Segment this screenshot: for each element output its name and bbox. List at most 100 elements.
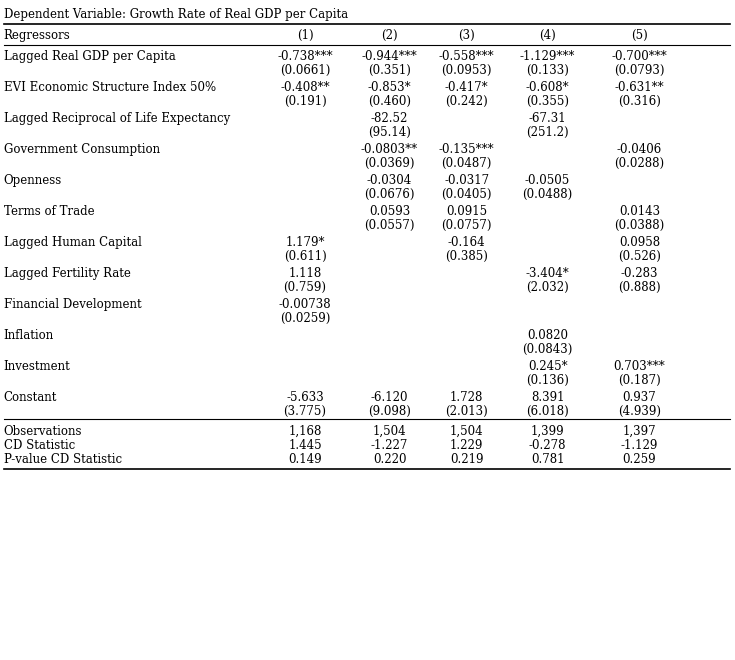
Text: 0.781: 0.781 — [531, 453, 564, 466]
Text: -0.0317: -0.0317 — [444, 174, 490, 187]
Text: -0.700***: -0.700*** — [612, 50, 667, 63]
Text: 0.0143: 0.0143 — [619, 205, 660, 218]
Text: 1.179*: 1.179* — [285, 236, 325, 249]
Text: (0.888): (0.888) — [618, 281, 661, 294]
Text: (0.0793): (0.0793) — [614, 64, 664, 77]
Text: (0.0259): (0.0259) — [280, 312, 330, 325]
Text: Openness: Openness — [4, 174, 62, 187]
Text: (1): (1) — [297, 29, 313, 42]
Text: 0.245*: 0.245* — [528, 360, 567, 373]
Text: (0.0388): (0.0388) — [614, 219, 664, 232]
Text: Dependent Variable: Growth Rate of Real GDP per Capita: Dependent Variable: Growth Rate of Real … — [4, 8, 348, 21]
Text: Lagged Fertility Rate: Lagged Fertility Rate — [4, 267, 131, 280]
Text: 1.118: 1.118 — [288, 267, 322, 280]
Text: (0.0676): (0.0676) — [365, 188, 415, 201]
Text: -0.164: -0.164 — [448, 236, 486, 249]
Text: 8.391: 8.391 — [531, 391, 564, 404]
Text: -0.944***: -0.944*** — [362, 50, 417, 63]
Text: 0.219: 0.219 — [450, 453, 484, 466]
Text: -0.631**: -0.631** — [614, 81, 664, 94]
Text: -5.633: -5.633 — [286, 391, 324, 404]
Text: -0.0803**: -0.0803** — [361, 143, 418, 156]
Text: 1,397: 1,397 — [623, 425, 656, 438]
Text: Inflation: Inflation — [4, 329, 54, 342]
Text: (0.526): (0.526) — [618, 250, 661, 263]
Text: -0.738***: -0.738*** — [277, 50, 333, 63]
Text: Government Consumption: Government Consumption — [4, 143, 159, 156]
Text: -0.00738: -0.00738 — [279, 298, 331, 311]
Text: (0.0487): (0.0487) — [442, 157, 492, 170]
Text: -67.31: -67.31 — [528, 112, 567, 125]
Text: (0.611): (0.611) — [284, 250, 326, 263]
Text: -0.135***: -0.135*** — [439, 143, 495, 156]
Text: 0.0593: 0.0593 — [369, 205, 410, 218]
Text: -0.558***: -0.558*** — [439, 50, 495, 63]
Text: 0.0915: 0.0915 — [446, 205, 487, 218]
Text: Terms of Trade: Terms of Trade — [4, 205, 94, 218]
Text: -0.0406: -0.0406 — [617, 143, 662, 156]
Text: 0.149: 0.149 — [288, 453, 322, 466]
Text: (0.460): (0.460) — [368, 95, 411, 108]
Text: (0.0369): (0.0369) — [365, 157, 415, 170]
Text: 0.220: 0.220 — [373, 453, 406, 466]
Text: 1.445: 1.445 — [288, 439, 322, 452]
Text: -0.408**: -0.408** — [280, 81, 330, 94]
Text: 1,504: 1,504 — [373, 425, 406, 438]
Text: (4): (4) — [539, 29, 556, 42]
Text: (0.0953): (0.0953) — [442, 64, 492, 77]
Text: -1.129: -1.129 — [621, 439, 658, 452]
Text: Lagged Reciprocal of Life Expectancy: Lagged Reciprocal of Life Expectancy — [4, 112, 230, 125]
Text: Constant: Constant — [4, 391, 57, 404]
Text: (2.013): (2.013) — [445, 405, 488, 418]
Text: (0.355): (0.355) — [526, 95, 569, 108]
Text: CD Statistic: CD Statistic — [4, 439, 75, 452]
Text: (0.0405): (0.0405) — [442, 188, 492, 201]
Text: (0.759): (0.759) — [284, 281, 326, 294]
Text: (2.032): (2.032) — [526, 281, 569, 294]
Text: -0.608*: -0.608* — [526, 81, 570, 94]
Text: Financial Development: Financial Development — [4, 298, 141, 311]
Text: (9.098): (9.098) — [368, 405, 411, 418]
Text: (0.136): (0.136) — [526, 374, 569, 387]
Text: 0.937: 0.937 — [623, 391, 656, 404]
Text: (0.316): (0.316) — [618, 95, 661, 108]
Text: (0.0288): (0.0288) — [614, 157, 664, 170]
Text: 1,504: 1,504 — [450, 425, 484, 438]
Text: (0.351): (0.351) — [368, 64, 411, 77]
Text: 1.229: 1.229 — [450, 439, 484, 452]
Text: Regressors: Regressors — [4, 29, 71, 42]
Text: (0.0757): (0.0757) — [442, 219, 492, 232]
Text: 0.259: 0.259 — [623, 453, 656, 466]
Text: (0.191): (0.191) — [284, 95, 326, 108]
Text: -0.417*: -0.417* — [445, 81, 489, 94]
Text: 0.0820: 0.0820 — [527, 329, 568, 342]
Text: -0.283: -0.283 — [620, 267, 659, 280]
Text: Observations: Observations — [4, 425, 82, 438]
Text: (3.775): (3.775) — [284, 405, 326, 418]
Text: (0.133): (0.133) — [526, 64, 569, 77]
Text: -1.227: -1.227 — [371, 439, 408, 452]
Text: (5): (5) — [631, 29, 648, 42]
Text: Investment: Investment — [4, 360, 71, 373]
Text: 1,168: 1,168 — [288, 425, 322, 438]
Text: (0.187): (0.187) — [618, 374, 661, 387]
Text: -6.120: -6.120 — [370, 391, 409, 404]
Text: -1.129***: -1.129*** — [520, 50, 576, 63]
Text: (0.0661): (0.0661) — [280, 64, 330, 77]
Text: (2): (2) — [381, 29, 398, 42]
Text: Lagged Human Capital: Lagged Human Capital — [4, 236, 142, 249]
Text: (0.385): (0.385) — [445, 250, 488, 263]
Text: -0.0505: -0.0505 — [525, 174, 570, 187]
Text: -0.0304: -0.0304 — [367, 174, 412, 187]
Text: (0.0843): (0.0843) — [523, 343, 573, 356]
Text: P-value CD Statistic: P-value CD Statistic — [4, 453, 122, 466]
Text: EVI Economic Structure Index 50%: EVI Economic Structure Index 50% — [4, 81, 216, 94]
Text: (0.0557): (0.0557) — [365, 219, 415, 232]
Text: 0.0958: 0.0958 — [619, 236, 660, 249]
Text: (95.14): (95.14) — [368, 126, 411, 139]
Text: -0.278: -0.278 — [528, 439, 567, 452]
Text: (3): (3) — [459, 29, 475, 42]
Text: (251.2): (251.2) — [526, 126, 569, 139]
Text: (0.242): (0.242) — [445, 95, 488, 108]
Text: 0.703***: 0.703*** — [614, 360, 665, 373]
